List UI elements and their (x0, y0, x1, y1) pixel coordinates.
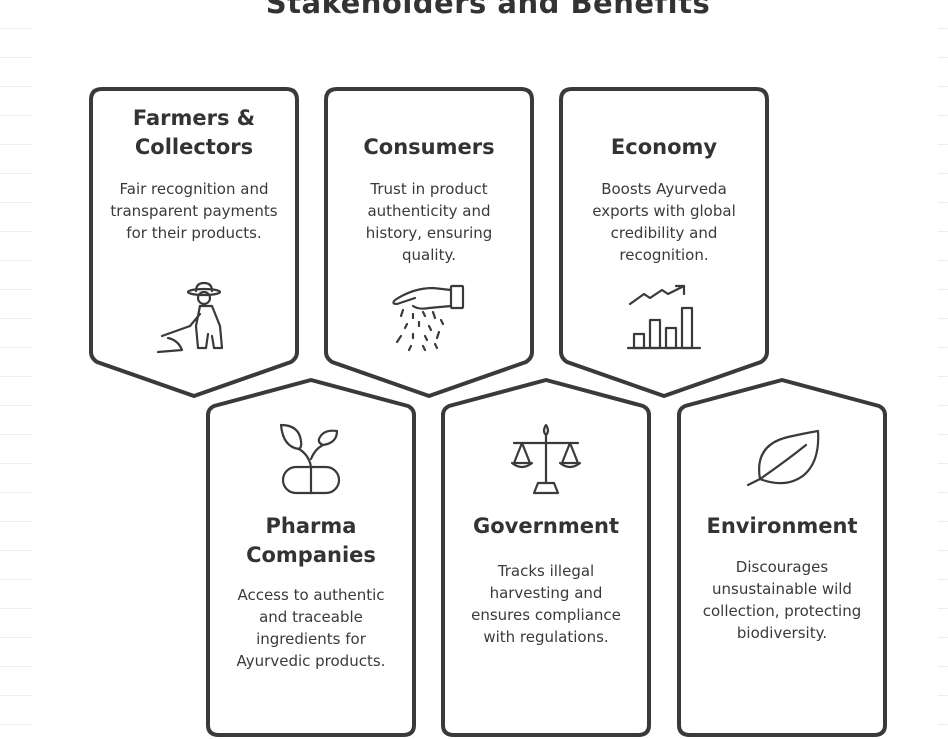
card-frame (206, 378, 416, 737)
card-description: Boosts Ayurveda exports with global cred… (592, 180, 736, 264)
card-description: Fair recognition and transparent payment… (110, 180, 278, 242)
card-consumers: Consumers Trust in product authenticity … (323, 86, 535, 400)
hand-sprinkling-icon (389, 280, 469, 356)
card-title: Consumers (363, 135, 495, 159)
card-government: Government Tracks illegal harvesting and… (440, 377, 652, 737)
card-economy: Economy Boosts Ayurveda exports with glo… (558, 86, 770, 400)
card-frame (677, 378, 887, 737)
card-title: Environment (706, 514, 858, 538)
card-description: Discourages unsustainable wild collectio… (702, 558, 862, 642)
card-farmers-collectors: Farmers & Collectors Fair recognition an… (88, 86, 300, 400)
card-frame (441, 378, 651, 737)
card-title: Farmers & Collectors (132, 106, 256, 159)
sprouting-pill-icon (275, 419, 347, 499)
card-title: Economy (610, 135, 718, 159)
card-title: Government (472, 514, 619, 538)
card-description: Trust in product authenticity and histor… (365, 180, 493, 264)
leaf-icon (746, 427, 822, 489)
card-pharma-companies: Pharma Companies Access to authentic and… (205, 377, 417, 737)
card-title: Pharma Companies (246, 514, 376, 567)
card-environment: Environment Discourages unsustainable wi… (676, 377, 888, 737)
card-description: Tracks illegal harvesting and ensures co… (471, 562, 621, 646)
card-frame (324, 87, 534, 398)
diagram-title: Stakeholders and Benefits (265, 0, 711, 20)
farmer-icon (154, 278, 234, 358)
scales-icon (508, 421, 584, 497)
growth-chart-icon (624, 282, 704, 354)
card-description: Access to authentic and traceable ingred… (236, 586, 386, 670)
card-frame (89, 87, 299, 398)
card-frame (559, 87, 769, 398)
canvas-ruler-right (938, 0, 948, 736)
canvas-ruler-left (0, 0, 32, 736)
